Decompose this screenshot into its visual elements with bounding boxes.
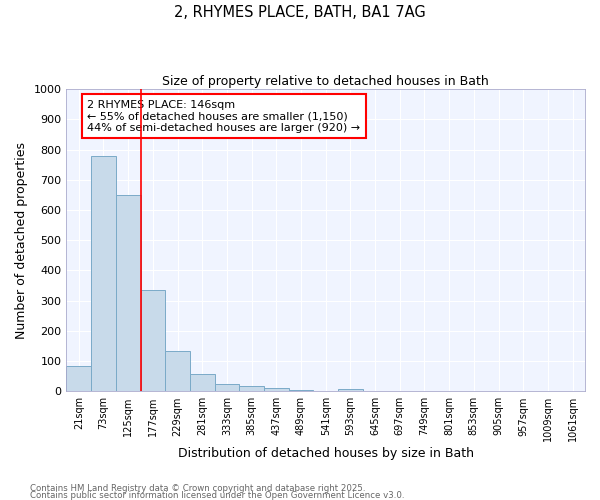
Text: Contains HM Land Registry data © Crown copyright and database right 2025.: Contains HM Land Registry data © Crown c… xyxy=(30,484,365,493)
Bar xyxy=(215,384,239,392)
Bar xyxy=(239,386,264,392)
Bar xyxy=(67,366,91,392)
Bar xyxy=(264,388,289,392)
Text: 2 RHYMES PLACE: 146sqm
← 55% of detached houses are smaller (1,150)
44% of semi-: 2 RHYMES PLACE: 146sqm ← 55% of detached… xyxy=(87,100,360,133)
Text: 2, RHYMES PLACE, BATH, BA1 7AG: 2, RHYMES PLACE, BATH, BA1 7AG xyxy=(174,5,426,20)
X-axis label: Distribution of detached houses by size in Bath: Distribution of detached houses by size … xyxy=(178,447,474,460)
Bar xyxy=(289,390,313,392)
Bar xyxy=(338,388,363,392)
Y-axis label: Number of detached properties: Number of detached properties xyxy=(15,142,28,339)
Text: Contains public sector information licensed under the Open Government Licence v3: Contains public sector information licen… xyxy=(30,491,404,500)
Bar xyxy=(165,350,190,392)
Bar xyxy=(190,374,215,392)
Bar xyxy=(116,195,140,392)
Bar xyxy=(91,156,116,392)
Bar xyxy=(140,290,165,392)
Title: Size of property relative to detached houses in Bath: Size of property relative to detached ho… xyxy=(163,75,489,88)
